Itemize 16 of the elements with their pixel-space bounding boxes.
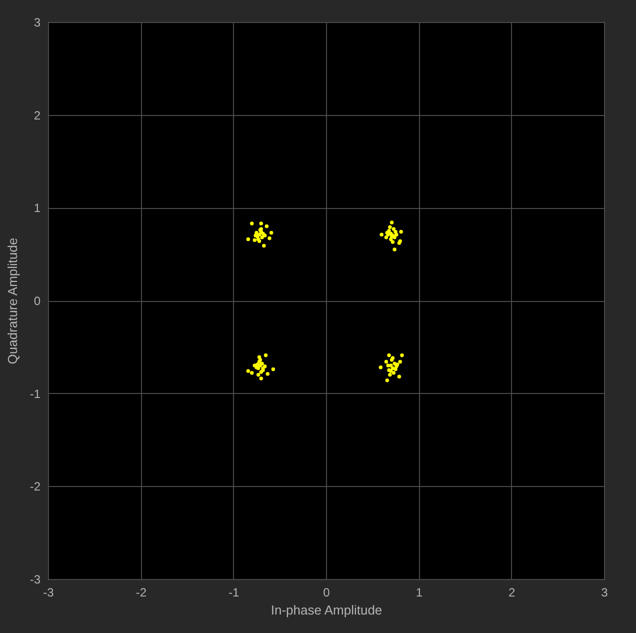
y-axis-title: Quadrature Amplitude [4, 238, 20, 364]
y-tick-label: 3 [34, 16, 41, 30]
y-tick-label: -1 [30, 386, 41, 401]
x-tick-label: 0 [323, 586, 330, 600]
y-tick-label: -3 [30, 572, 41, 586]
y-tick-label: 2 [34, 108, 41, 122]
x-tick-label: -1 [228, 586, 240, 600]
y-tick-label: -2 [30, 480, 41, 494]
x-axis-title: In-phase Amplitude [270, 602, 382, 618]
x-tick-label: 2 [508, 586, 516, 600]
y-tick-label: 1 [34, 201, 41, 216]
x-tick-label: 1 [416, 586, 423, 600]
x-tick-label: -2 [136, 586, 147, 600]
y-tick-label: 0 [34, 294, 41, 308]
x-tick-label: 3 [601, 586, 608, 600]
x-tick-label: -3 [43, 586, 54, 600]
